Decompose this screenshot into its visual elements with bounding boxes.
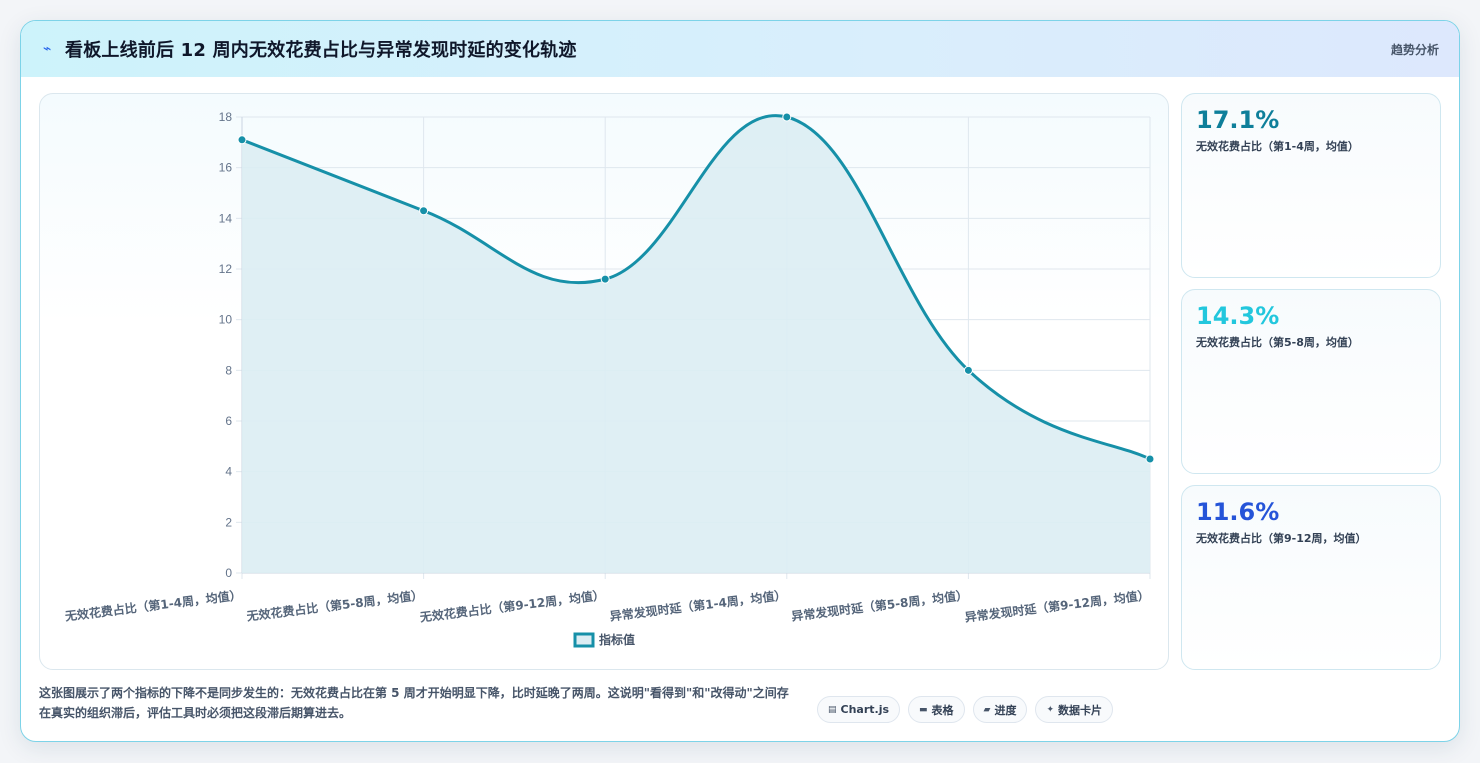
y-tick-label: 0 (225, 566, 232, 580)
sparkle-icon: ✦ (1046, 704, 1055, 715)
chart-description: 这张图展示了两个指标的下降不是同步发生的：无效花费占比在第 5 周才开始明显下降… (39, 686, 789, 720)
data-point (1145, 454, 1155, 464)
header-tag: 趋势分析 (1390, 42, 1439, 57)
chip-table[interactable]: ▬ 表格 (908, 696, 965, 723)
series-area (242, 115, 1150, 573)
dashboard-card: ⌁ 看板上线前后 12 周内无效花费占比与异常发现时延的变化轨迹 趋势分析 0 2… (20, 20, 1460, 742)
x-tick-label: 无效花费占比（第5-8周，均值） (245, 587, 424, 624)
stat-value: 17.1% (1196, 106, 1280, 134)
data-point (600, 274, 610, 284)
x-tick-label: 异常发现时延（第9-12周，均值） (964, 587, 1150, 625)
progress-icon: ▰ (983, 704, 991, 715)
page-title: 看板上线前后 12 周内无效花费占比与异常发现时延的变化轨迹 (65, 40, 577, 61)
chip-progress[interactable]: ▰ 进度 (972, 696, 1028, 723)
stat-label: 无效花费占比（第5-8周，均值） (1196, 336, 1359, 349)
y-tick-label: 8 (225, 363, 232, 377)
y-tick-label: 18 (219, 110, 233, 124)
table-icon: ▬ (919, 704, 928, 715)
chip-data-card[interactable]: ✦ 数据卡片 (1035, 696, 1114, 723)
y-tick-label: 4 (225, 465, 232, 479)
stat-value: 14.3% (1196, 302, 1280, 330)
data-point (237, 135, 247, 145)
x-tick-label: 无效花费占比（第9-12周，均值） (418, 587, 605, 625)
card-header: ⌁ 看板上线前后 12 周内无效花费占比与异常发现时延的变化轨迹 趋势分析 (21, 21, 1459, 77)
chip-label: Chart.js (840, 703, 890, 716)
stat-card-1: 17.1% 无效花费占比（第1-4周，均值） (1181, 93, 1441, 278)
data-point (419, 206, 429, 216)
lightning-icon: ⌁ (43, 41, 52, 57)
x-tick-label: 异常发现时延（第5-8周，均值） (791, 587, 969, 624)
chip-chartjs[interactable]: ▤ Chart.js (817, 696, 901, 723)
y-tick-label: 16 (219, 161, 233, 175)
data-point (782, 112, 792, 122)
stat-label: 无效花费占比（第1-4周，均值） (1196, 140, 1359, 153)
chip-group: ▤ Chart.js ▬ 表格 ▰ 进度 ✦ 数据卡片 (817, 696, 1114, 723)
chart-icon: ▤ (828, 704, 837, 715)
y-tick-label: 2 (225, 515, 232, 529)
y-tick-label: 12 (219, 262, 233, 276)
header-title-group: ⌁ 看板上线前后 12 周内无效花费占比与异常发现时延的变化轨迹 (43, 36, 577, 62)
y-tick-label: 10 (219, 313, 233, 327)
y-tick-label: 14 (219, 211, 233, 225)
chip-label: 数据卡片 (1058, 703, 1103, 717)
stat-card-2: 14.3% 无效花费占比（第5-8周，均值） (1181, 289, 1441, 474)
legend-swatch (573, 632, 595, 648)
legend-label: 指标值 (599, 632, 635, 647)
x-tick-label: 无效花费占比（第1-4周，均值） (63, 587, 242, 624)
x-tick-label: 异常发现时延（第1-4周，均值） (609, 587, 787, 624)
chart-panel: 0 2 4 6 8 10 12 14 16 18 无效花费占比（第1-4周，均值） 无效花费占比（第5… (39, 93, 1169, 670)
data-point (963, 365, 973, 375)
stat-value: 11.6% (1196, 498, 1280, 526)
chip-label: 进度 (994, 703, 1017, 717)
stat-card-3: 11.6% 无效花费占比（第9-12周，均值） (1181, 485, 1441, 670)
stat-label: 无效花费占比（第9-12周，均值） (1196, 532, 1367, 545)
chip-label: 表格 (931, 703, 954, 717)
y-tick-label: 6 (225, 414, 232, 428)
line-chart: 0 2 4 6 8 10 12 14 16 18 无效花费占比（第1-4周，均值） 无效花费占比（第5… (63, 110, 1155, 648)
